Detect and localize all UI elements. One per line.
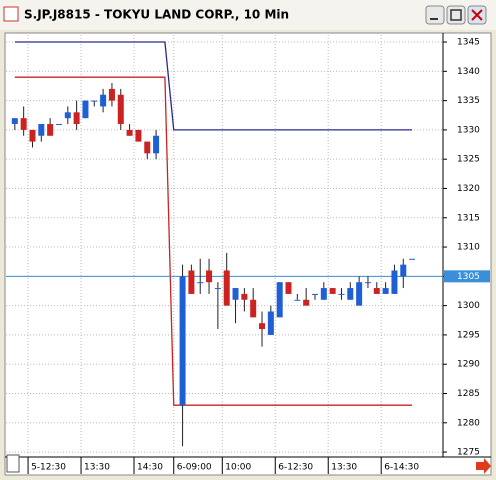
candle-body	[223, 270, 230, 306]
candle-body	[329, 288, 336, 294]
maximize-icon	[450, 9, 462, 21]
plot: 1275 1280 1285 1290 1295 1300 1305 1310 1315 1320…	[6, 35, 490, 474]
minimize-button[interactable]	[425, 5, 445, 25]
candle-body	[188, 270, 195, 294]
candle-body	[347, 288, 354, 300]
candle-body	[285, 282, 292, 294]
x-tick-label: 10:00	[225, 463, 251, 473]
candle-body	[197, 282, 204, 284]
scroll-box[interactable]	[6, 454, 20, 473]
candle-body	[356, 282, 363, 306]
y-tick-label: 1330	[457, 125, 480, 135]
candle-body	[153, 135, 160, 154]
candle-body	[311, 293, 318, 295]
candle-body	[29, 129, 36, 142]
candle-body	[20, 118, 27, 130]
candle-body	[108, 88, 115, 101]
candle-body	[320, 288, 327, 300]
candle-body	[117, 94, 124, 125]
y-tick-label: 1285	[457, 389, 480, 399]
candle-body	[391, 270, 398, 294]
y-tick-label: 1280	[457, 418, 480, 428]
candle-body	[206, 270, 213, 283]
x-tick-label: 5-12:30	[31, 463, 66, 473]
chart-area	[4, 32, 492, 476]
candle-body	[232, 288, 239, 300]
level-line	[14, 76, 413, 406]
y-tick-label: 1295	[457, 330, 480, 340]
candle-body	[303, 299, 310, 306]
candle-body	[126, 129, 133, 136]
last-price-box	[444, 270, 490, 283]
candle-body	[47, 124, 54, 136]
candle-body	[382, 288, 389, 294]
close-icon	[471, 9, 483, 21]
y-tick-label: 1315	[457, 213, 480, 223]
candle-body	[400, 264, 407, 277]
last-price-label: 1305	[457, 272, 480, 282]
candle-body	[267, 311, 274, 335]
candle-body	[11, 118, 18, 125]
candle-body	[82, 100, 89, 119]
candle-body	[55, 124, 62, 126]
x-tick-label: 14:30	[137, 463, 163, 473]
y-tick-label: 1310	[457, 243, 480, 253]
y-tick-label: 1275	[457, 448, 480, 458]
y-tick-label: 1345	[457, 38, 480, 48]
x-tick-label: 6-12:30	[278, 463, 313, 473]
candle-body	[73, 112, 80, 125]
candle-body	[409, 258, 416, 260]
window-icon	[3, 6, 19, 22]
candle-body	[259, 323, 266, 330]
candle-body	[294, 299, 301, 301]
candle-body	[135, 129, 142, 142]
x-tick-label: 13:30	[84, 463, 110, 473]
candle-body	[364, 282, 371, 284]
y-tick-label: 1325	[457, 155, 480, 165]
candle-body	[91, 100, 98, 102]
candle-body	[373, 288, 380, 294]
candle-body	[338, 293, 345, 295]
candle-body	[276, 282, 283, 318]
candle-body	[250, 299, 257, 318]
candle-body	[214, 288, 221, 290]
x-tick-label: 6-09:00	[177, 463, 212, 473]
y-tick-label: 1290	[457, 360, 480, 370]
scroll-arrow[interactable]	[476, 458, 491, 474]
y-tick-label: 1335	[457, 96, 480, 106]
maximize-button[interactable]	[446, 5, 466, 25]
level-line	[14, 41, 413, 131]
x-tick-label: 6-14:30	[384, 463, 419, 473]
candle-body	[241, 293, 248, 300]
candle-body	[179, 276, 186, 406]
x-tick-label: 13:30	[331, 463, 357, 473]
window-title: S.JP.J8815 - TOKYU LAND CORP., 10 Min	[24, 8, 289, 22]
y-tick-label: 1300	[457, 301, 480, 311]
title-bar	[0, 0, 496, 30]
y-tick-label: 1320	[457, 184, 480, 194]
candle-body	[100, 94, 107, 107]
candle-body	[144, 141, 151, 154]
candle-body	[38, 124, 45, 136]
candle-body	[64, 112, 71, 119]
y-tick-label: 1340	[457, 67, 480, 77]
